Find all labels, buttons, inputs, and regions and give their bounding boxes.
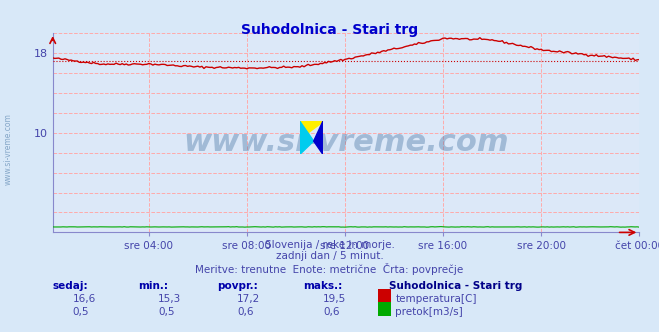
Text: temperatura[C]: temperatura[C] [395,294,477,304]
Text: 0,6: 0,6 [237,307,254,317]
Text: pretok[m3/s]: pretok[m3/s] [395,307,463,317]
Text: 17,2: 17,2 [237,294,260,304]
Text: Meritve: trenutne  Enote: metrične  Črta: povprečje: Meritve: trenutne Enote: metrične Črta: … [195,263,464,275]
Text: Suhodolnica - Stari trg: Suhodolnica - Stari trg [241,23,418,37]
Text: 15,3: 15,3 [158,294,181,304]
Text: 0,5: 0,5 [158,307,175,317]
Text: min.:: min.: [138,281,169,290]
Text: povpr.:: povpr.: [217,281,258,290]
Text: Suhodolnica - Stari trg: Suhodolnica - Stari trg [389,281,522,290]
Text: sedaj:: sedaj: [53,281,88,290]
Text: www.si-vreme.com: www.si-vreme.com [183,128,509,157]
Polygon shape [300,121,314,154]
Text: 0,5: 0,5 [72,307,89,317]
Text: zadnji dan / 5 minut.: zadnji dan / 5 minut. [275,251,384,261]
Text: maks.:: maks.: [303,281,343,290]
Text: Slovenija / reke in morje.: Slovenija / reke in morje. [264,240,395,250]
Polygon shape [300,121,323,138]
Polygon shape [314,121,323,154]
Text: 19,5: 19,5 [323,294,346,304]
Text: 0,6: 0,6 [323,307,339,317]
Text: www.si-vreme.com: www.si-vreme.com [3,114,13,185]
Text: 16,6: 16,6 [72,294,96,304]
